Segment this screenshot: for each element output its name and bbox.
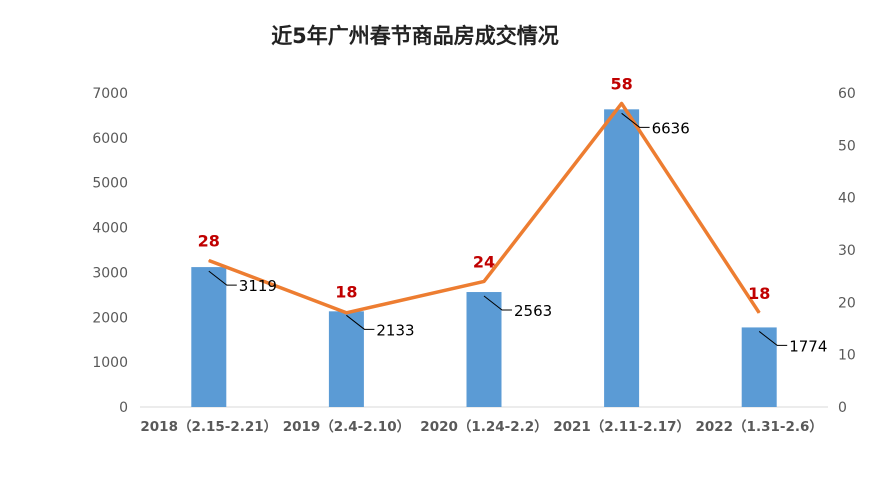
y-right-tick-label: 40 [838,191,856,207]
bar [328,311,364,407]
bar-label-leader [758,331,788,346]
bar [741,327,777,407]
bar-label-leader [208,270,237,286]
bar [604,109,640,407]
bar-data-label: 2563 [514,302,552,320]
line-point [483,280,485,282]
line-data-label: 28 [198,231,220,250]
x-tick-label: 2020（1.24-2.2） [420,419,547,435]
x-tick-label: 2022（1.31-2.6） [695,419,822,435]
bar [466,292,502,407]
y-left-tick-label: 7000 [92,86,128,102]
y-right-tick-label: 60 [838,86,856,102]
y-left-tick-label: 3000 [92,265,128,281]
bar-label-leader [346,314,375,330]
bar [191,267,227,407]
y-right-tick-label: 0 [838,400,847,416]
line-point [621,102,623,104]
line-point [345,312,347,314]
bar-data-label: 1774 [789,337,827,355]
bar-data-label: 2133 [376,321,414,339]
y-right-tick-label: 30 [838,243,856,259]
bar-label-leader [483,295,512,311]
y-left-tick-label: 2000 [92,310,128,326]
line-data-label: 18 [335,282,357,301]
y-left-tick-label: 1000 [92,355,128,371]
x-tick-label: 2019（2.4-2.10） [283,419,410,435]
bar-label-leader [621,112,650,128]
y-left-tick-label: 5000 [92,176,128,192]
line-point [208,259,210,261]
bar-data-label: 6636 [652,119,690,137]
line-data-label: 24 [473,252,495,271]
line-data-label: 58 [610,74,632,93]
y-right-tick-label: 50 [838,138,856,154]
x-tick-label: 2021（2.11-2.17） [553,419,690,435]
y-left-tick-label: 4000 [92,221,128,237]
y-right-tick-label: 20 [838,295,856,311]
y-left-tick-label: 0 [119,400,128,416]
bar-data-label: 3119 [239,277,277,295]
chart-title: 近5年广州春节商品房成交情况 [271,24,559,48]
y-right-tick-label: 10 [838,348,856,364]
line-data-label: 18 [748,284,770,303]
x-tick-label: 2018（2.15-2.21） [140,419,277,435]
y-left-tick-label: 6000 [92,131,128,147]
line-point [758,312,760,314]
